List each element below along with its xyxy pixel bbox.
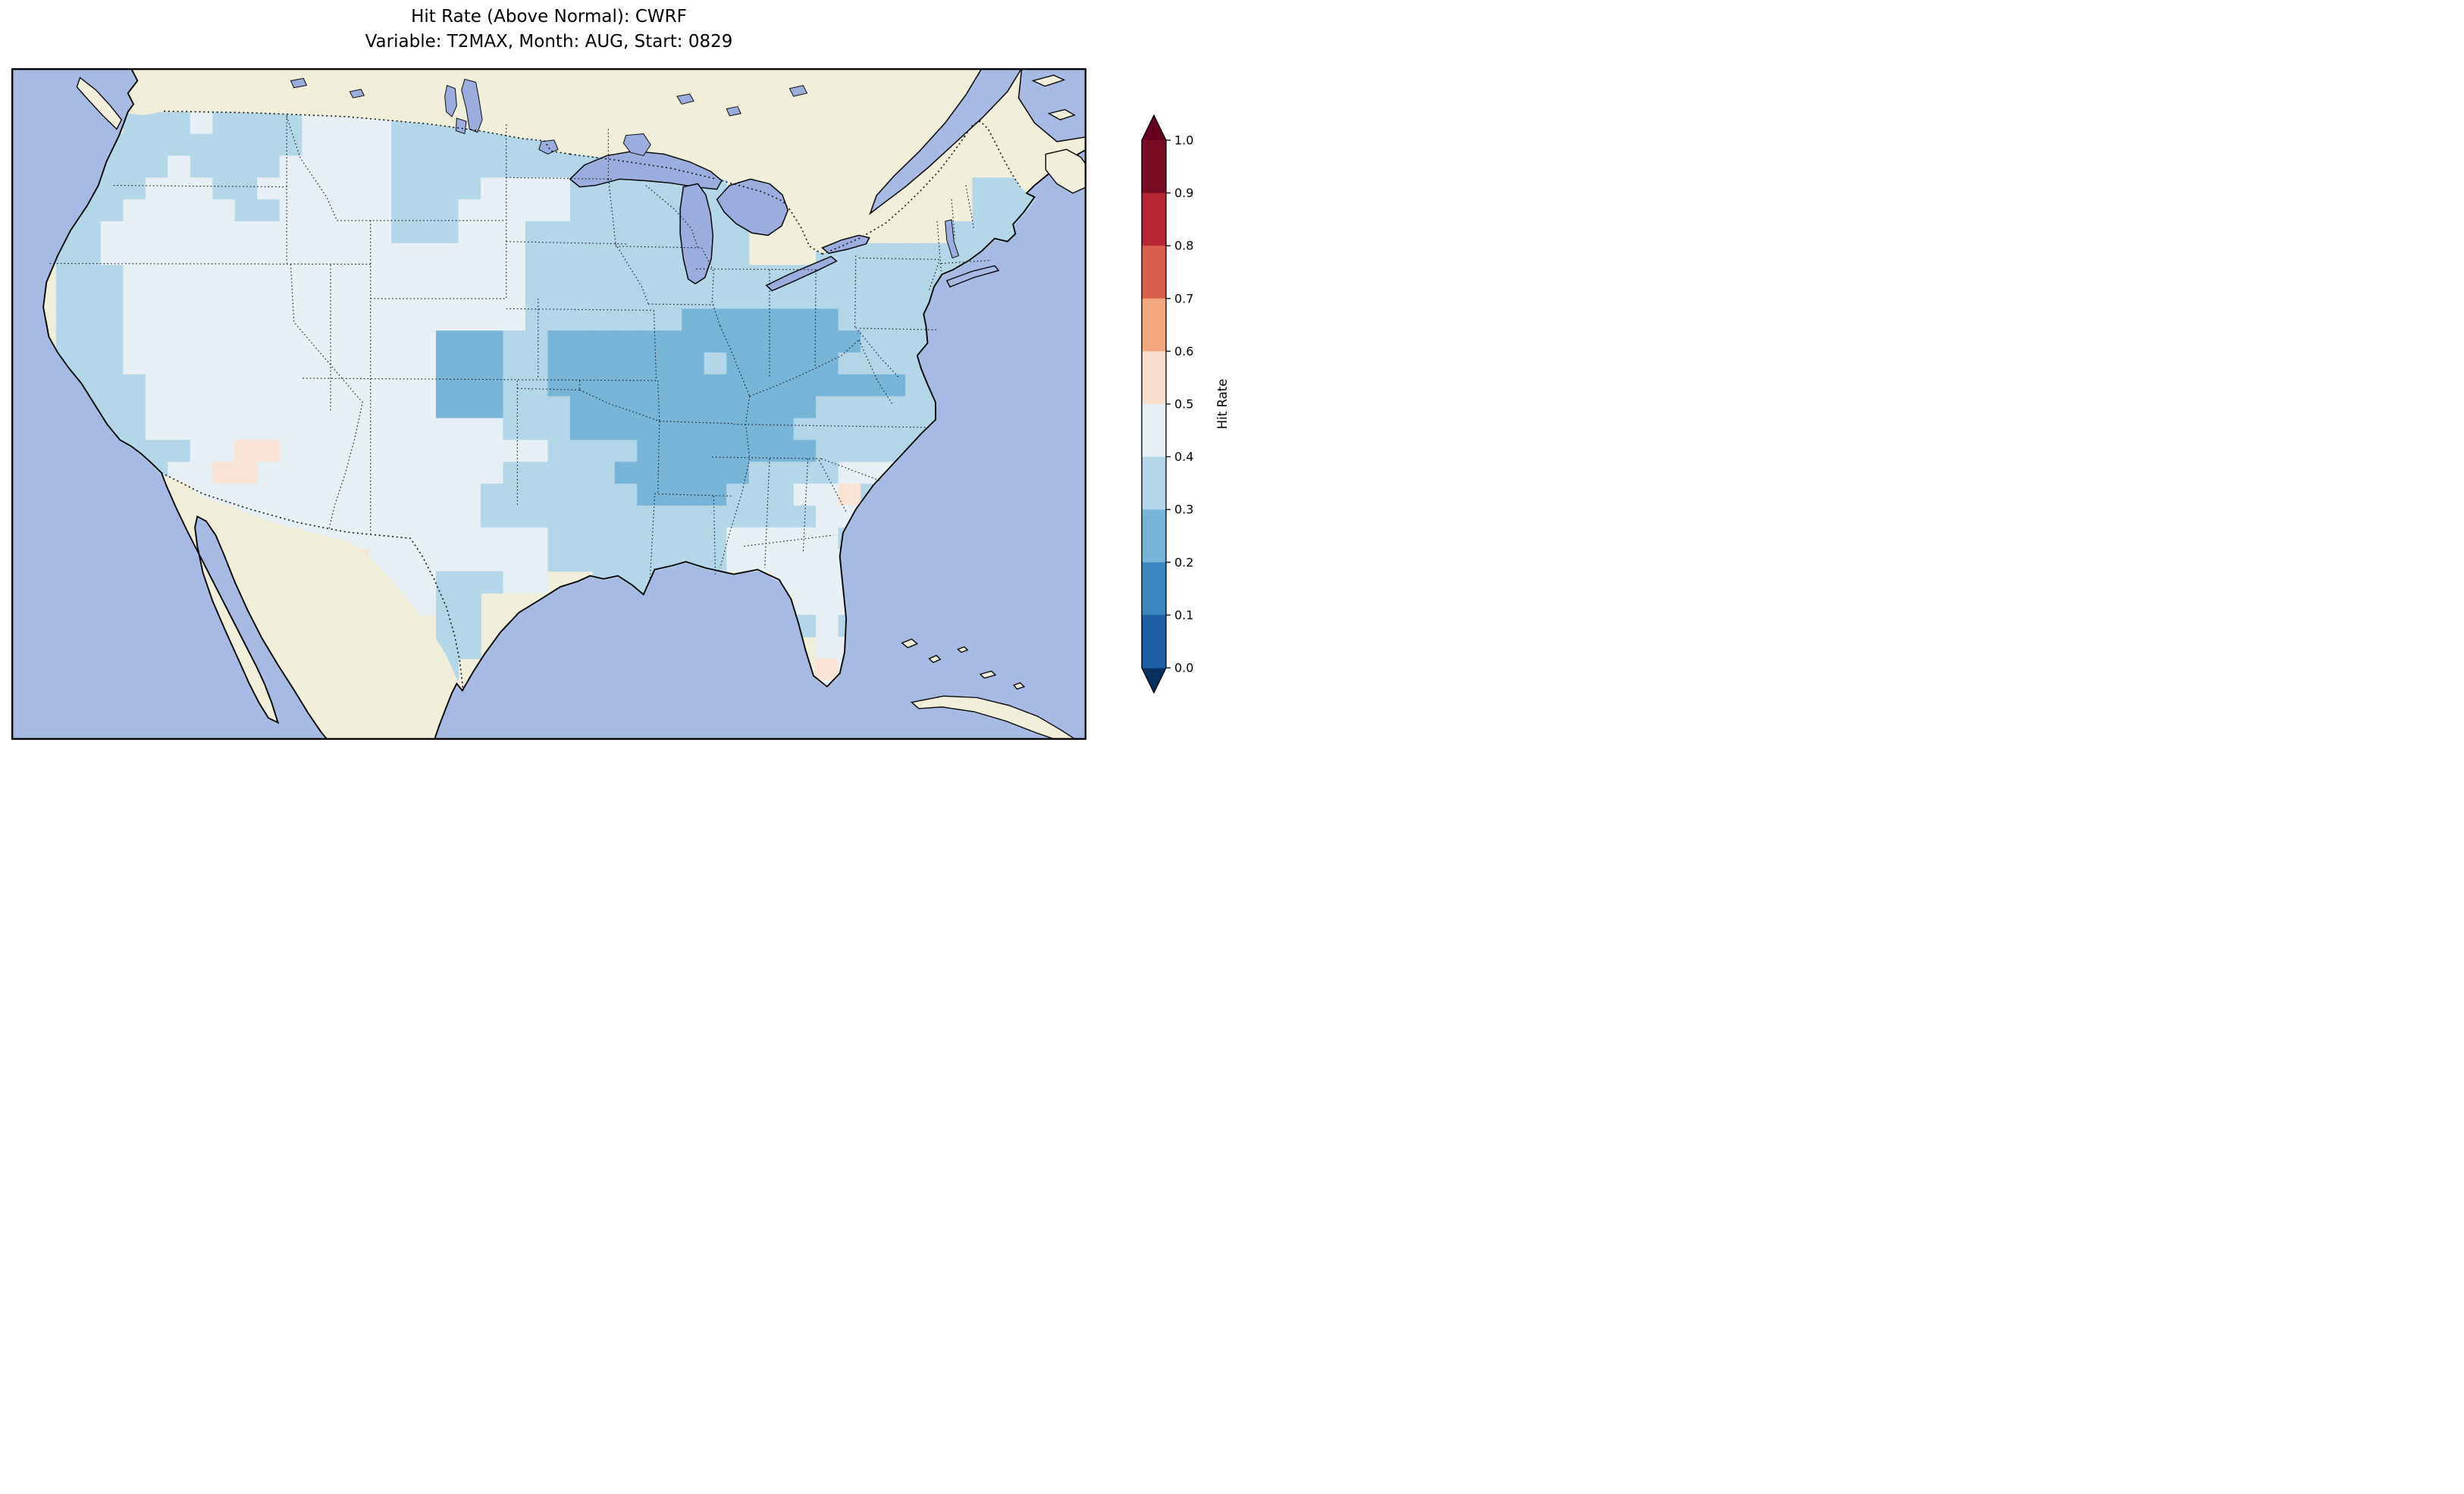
lake [290, 77, 308, 89]
state-border [764, 459, 770, 568]
colorbar-tick-label: 0.6 [1174, 344, 1193, 359]
colorbar-tick-label: 0.8 [1174, 239, 1193, 253]
state-border [657, 421, 660, 494]
colorbar-tick-label: 0.9 [1174, 186, 1193, 200]
figure: Hit Rate (Above Normal): CWRF Variable: … [0, 0, 1232, 750]
colorbar-segment [1142, 562, 1166, 615]
colorbar-over-arrow [1142, 115, 1166, 140]
island [901, 638, 919, 649]
state-border [818, 459, 847, 512]
state-border [648, 303, 714, 305]
st-lawrence-water [869, 68, 1023, 215]
island [910, 695, 1075, 740]
lake [676, 93, 694, 105]
state-border [712, 456, 822, 459]
state-border [854, 255, 857, 328]
us-hit-rate-map [11, 68, 1086, 740]
colorbar-label: Hit Rate [1215, 379, 1230, 430]
international-border [964, 121, 1021, 188]
lake [349, 89, 365, 99]
colorbar-segment [1142, 193, 1166, 246]
great-lake [716, 178, 789, 236]
state-border [936, 221, 942, 271]
state-border [941, 259, 992, 265]
state-border [802, 459, 809, 553]
international-border [164, 110, 571, 155]
lake [455, 117, 467, 135]
state-border [286, 116, 338, 221]
great-lake [679, 183, 714, 285]
state-border [858, 340, 894, 406]
state-border [965, 185, 975, 230]
colorbar-segment [1142, 404, 1166, 458]
colorbar-segment [1142, 246, 1166, 299]
state-border [719, 396, 751, 568]
state-border [659, 421, 734, 424]
state-border [506, 308, 654, 311]
colorbar-tick-label: 0.1 [1174, 608, 1193, 622]
colorbar-under-arrow [1142, 668, 1166, 693]
colorbar-segment [1142, 298, 1166, 352]
state-border [654, 493, 734, 497]
colorbar-tick-label: 0.5 [1174, 397, 1193, 412]
island [1013, 682, 1026, 690]
island [1031, 74, 1066, 87]
island [979, 670, 997, 679]
great-lake [821, 234, 870, 254]
colorbar-segment [1142, 456, 1166, 510]
lake [726, 105, 741, 117]
figure-title: Hit Rate (Above Normal): CWRF Variable: … [11, 5, 1086, 55]
state-border [951, 199, 955, 239]
lake [444, 85, 457, 117]
state-border [113, 184, 287, 188]
lake [538, 139, 559, 155]
island-outline [945, 265, 1000, 288]
colorbar-segment [1142, 615, 1166, 669]
state-border [733, 424, 929, 428]
figure-title-line2: Variable: T2MAX, Month: AUG, Start: 0829 [365, 32, 733, 52]
island [1045, 149, 1086, 194]
colorbar-segment [1142, 140, 1166, 194]
lake [788, 85, 808, 97]
island [76, 77, 123, 130]
state-border [645, 185, 698, 249]
figure-title-line1: Hit Rate (Above Normal): CWRF [411, 7, 687, 27]
international-border [822, 231, 871, 255]
colorbar-tick-label: 0.2 [1174, 555, 1193, 569]
state-border [649, 496, 656, 582]
colorbar-segment [1142, 351, 1166, 405]
great-lake [765, 255, 838, 292]
state-border [615, 246, 702, 249]
coastline [42, 68, 1086, 740]
island [957, 646, 969, 653]
lake [461, 78, 483, 133]
state-border [744, 534, 834, 547]
state-border [653, 310, 657, 381]
colorbar-tick-label: 0.3 [1174, 503, 1193, 517]
colorbar-tick-label: 1.0 [1174, 133, 1193, 148]
international-border [569, 153, 717, 180]
lake [945, 219, 960, 258]
lake [622, 133, 651, 156]
international-border [870, 136, 965, 233]
map-frame [11, 68, 1086, 740]
island [1047, 108, 1076, 121]
colorbar-tick-label: 0.4 [1174, 449, 1193, 464]
state-border [713, 496, 716, 575]
st-lawrence-water [1017, 68, 1086, 143]
international-border [161, 471, 464, 691]
state-border [855, 327, 900, 378]
state-border [749, 340, 860, 397]
state-border [615, 243, 649, 305]
island [928, 654, 942, 663]
colorbar-tick-label: 0.7 [1174, 291, 1193, 305]
great-lake [569, 150, 723, 190]
state-border [607, 179, 616, 244]
colorbar: 1.0 0.9 0.8 0.7 0.6 0.5 0.4 0.3 0.2 0.1 0.0 Hit Rat… [1141, 114, 1230, 694]
colorbar-segment [1142, 509, 1166, 563]
state-border [858, 257, 942, 260]
colorbar-tick-label: 0.0 [1174, 661, 1193, 675]
